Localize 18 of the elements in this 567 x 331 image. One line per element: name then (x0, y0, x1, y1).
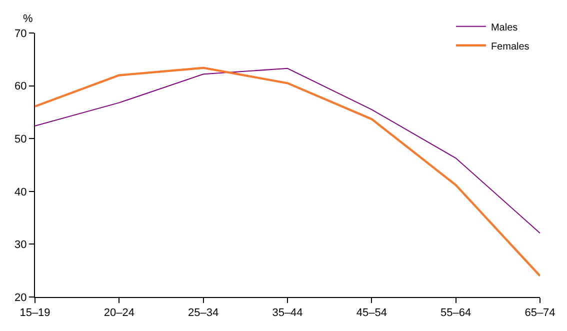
x-tick-label: 25–34 (188, 307, 219, 320)
x-tick-label: 35–44 (272, 307, 303, 320)
x-tick-label: 55–64 (440, 307, 472, 320)
legend-label: Males (490, 22, 518, 34)
y-tick-label: 40 (14, 186, 27, 198)
y-tick-label: 20 (14, 292, 27, 304)
x-tick-label: 65–74 (524, 307, 556, 320)
y-tick-label: 70 (14, 28, 27, 40)
line-series (35, 66, 540, 277)
y-tick-label: 60 (14, 80, 27, 93)
legend-label: Females (490, 41, 530, 52)
y-tick-label: 30 (14, 239, 27, 252)
line-series (35, 68, 540, 234)
x-tick-label: 20–24 (104, 307, 134, 320)
x-tick-label: 15–19 (20, 307, 50, 320)
y-axis-title: % (23, 13, 33, 25)
y-tick-label: 50 (14, 133, 27, 146)
x-tick-label: 45–54 (356, 307, 387, 320)
